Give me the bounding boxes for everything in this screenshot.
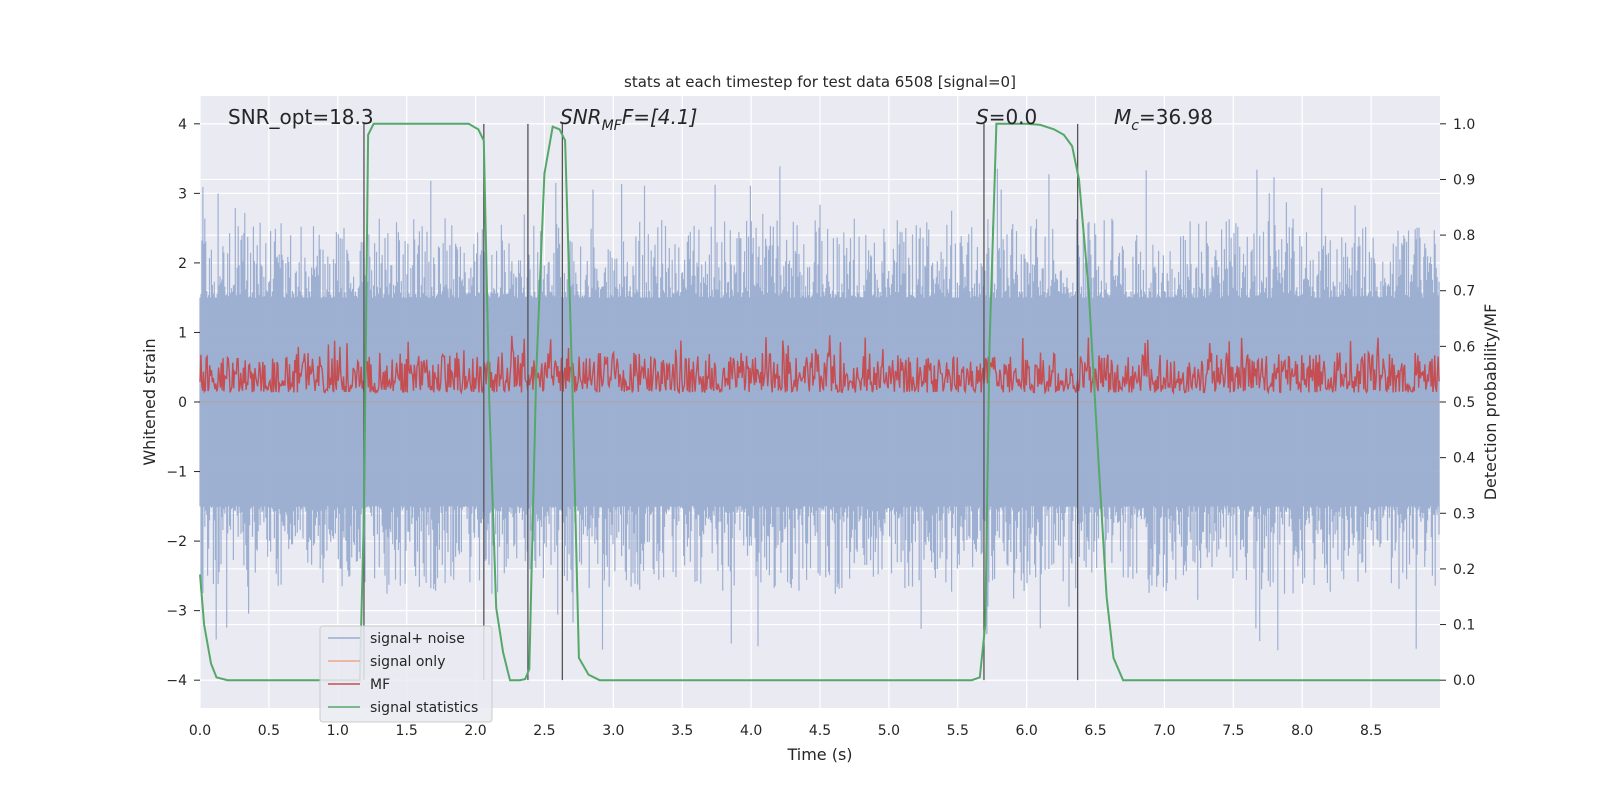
signal-statistics-line (199, 122, 1440, 682)
snr-mf-subscript: MF (602, 118, 623, 134)
y-tick-label-left: 1 (178, 325, 187, 341)
x-tick-label: 4.0 (740, 723, 762, 739)
y-tick-label-right: 0.8 (1453, 228, 1475, 244)
x-tick-label: 7.0 (1153, 723, 1175, 739)
y-tick-label-right: 0.7 (1453, 284, 1475, 300)
x-tick-label: 2.5 (533, 723, 555, 739)
legend: signal+ noise signal only MF signal stat… (319, 625, 493, 723)
x-tick-label: 7.5 (1222, 723, 1244, 739)
x-axis-ticks: 0.0 0.5 1.0 1.5 2.0 2.5 3.0 3.5 4.0 4.5 5.0 5.5 6.0 6… (189, 723, 1382, 739)
legend-label-signal-statistics: signal statistics (370, 700, 478, 716)
x-tick-label: 1.5 (396, 723, 418, 739)
y-tick-label-right: 1.0 (1453, 117, 1475, 133)
x-tick-label: 8.0 (1291, 723, 1313, 739)
legend-label-signal-only: signal only (370, 654, 445, 670)
x-axis-label: Time (s) (786, 745, 852, 764)
x-tick-label: 6.0 (1016, 723, 1038, 739)
x-tick-label: 3.0 (602, 723, 624, 739)
mc-annotation: Mc=36.98 (1114, 105, 1213, 134)
chart-title: stats at each timestep for test data 650… (624, 73, 1016, 91)
y-tick-label-left: −1 (166, 465, 187, 481)
y-axis-left-label: Whitened strain (140, 338, 159, 465)
snr-mf-label: SNR (560, 105, 602, 129)
y-tick-label-right: 0.5 (1453, 395, 1475, 411)
y-tick-label-right: 0.3 (1453, 506, 1475, 522)
x-tick-label: 1.0 (327, 723, 349, 739)
signal-statistics-series (199, 122, 1440, 682)
y-axis-right-ticks: 0.0 0.1 0.2 0.3 0.4 0.5 0.6 0.7 0.8 0.9 1.0 (1440, 117, 1475, 689)
x-tick-label: 6.5 (1084, 723, 1106, 739)
y-tick-label-right: 0.9 (1453, 172, 1475, 188)
y-tick-label-left: −2 (166, 534, 187, 550)
x-tick-label: 5.5 (947, 723, 969, 739)
mc-value: =36.98 (1139, 105, 1213, 129)
mf-series (199, 335, 1440, 396)
y-axis-right-label: Detection probability/MF (1481, 304, 1500, 501)
s-annotation: S=0.0 (976, 105, 1037, 129)
y-axis-left-ticks: −4 −3 −2 −1 0 1 2 3 4 (166, 117, 200, 689)
x-tick-label: 3.5 (671, 723, 693, 739)
legend-box (319, 625, 493, 723)
y-tick-label-right: 0.1 (1453, 618, 1475, 634)
legend-label-mf: MF (370, 677, 390, 693)
x-tick-label: 0.0 (189, 723, 211, 739)
y-tick-label-left: 3 (178, 186, 187, 202)
y-tick-label-right: 0.2 (1453, 562, 1475, 578)
y-tick-label-left: 4 (178, 117, 187, 133)
mf-line (199, 335, 1440, 396)
vertical-markers (363, 123, 1079, 681)
mc-label: M (1114, 105, 1131, 129)
y-tick-label-right: 0.6 (1453, 339, 1475, 355)
y-tick-label-left: 2 (178, 256, 187, 272)
x-tick-label: 5.0 (878, 723, 900, 739)
snr-opt-annotation: SNR_opt=18.3 (228, 105, 374, 129)
mc-subscript: c (1131, 118, 1139, 134)
snr-mf-annotation: SNRMFF=[4.1] (560, 105, 697, 134)
snr-mf-value: F=[4.1] (622, 105, 698, 129)
s-label: S (976, 105, 989, 129)
x-tick-label: 4.5 (809, 723, 831, 739)
x-tick-label: 8.5 (1360, 723, 1382, 739)
x-tick-label: 0.5 (258, 723, 280, 739)
y-tick-label-left: −4 (166, 673, 187, 689)
legend-label-signal-noise: signal+ noise (370, 631, 465, 647)
y-tick-label-left: 0 (178, 395, 187, 411)
x-tick-label: 2.0 (464, 723, 486, 739)
y-tick-label-left: −3 (166, 604, 187, 620)
s-value: =0.0 (989, 105, 1038, 129)
y-tick-label-right: 0.0 (1453, 673, 1475, 689)
y-tick-label-right: 0.4 (1453, 451, 1475, 467)
